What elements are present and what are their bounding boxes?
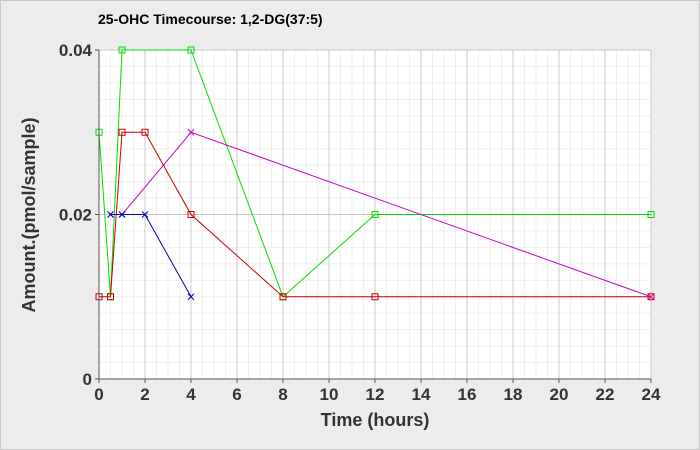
data-point — [141, 211, 149, 218]
x-tick-label: 16 — [458, 385, 477, 404]
x-tick-label: 10 — [320, 385, 339, 404]
data-point — [118, 128, 126, 136]
x-tick-label: 24 — [642, 385, 661, 404]
y-tick-label: 0 — [83, 370, 92, 389]
y-axis-ticks: 0 0.02 0.04 — [59, 41, 99, 389]
chart-title: 25-OHC Timecourse: 1,2-DG(37:5) — [98, 11, 323, 27]
x-tick-label: 0 — [94, 385, 103, 404]
data-point — [371, 293, 379, 301]
data-point — [647, 211, 655, 218]
x-axis-label: Time (hours) — [321, 410, 430, 430]
data-point — [107, 211, 114, 218]
y-tick-label: 0.04 — [59, 41, 93, 60]
x-tick-label: 22 — [596, 385, 615, 404]
x-tick-label: 18 — [504, 385, 523, 404]
data-point — [187, 128, 195, 136]
data-point — [187, 211, 195, 218]
x-tick-label: 8 — [278, 385, 287, 404]
data-point — [647, 293, 655, 301]
series-layer — [95, 46, 655, 301]
x-tick-label: 14 — [412, 385, 431, 404]
x-tick-label: 20 — [550, 385, 569, 404]
data-point — [187, 293, 195, 301]
data-point — [118, 211, 126, 218]
data-point — [647, 293, 655, 301]
series-2 — [95, 128, 655, 301]
data-point — [141, 128, 149, 136]
series-line — [99, 131, 651, 298]
x-tick-label: 2 — [140, 385, 149, 404]
data-point — [187, 46, 195, 54]
x-tick-label: 6 — [232, 385, 241, 404]
x-tick-label: 12 — [366, 385, 385, 404]
data-point — [371, 211, 379, 218]
series-line — [110, 214, 192, 298]
series-4 — [107, 211, 195, 301]
data-point — [107, 293, 114, 301]
data-point — [118, 46, 126, 54]
y-axis-label: Amount.(pmol/sample) — [19, 117, 39, 312]
x-axis-ticks: 0 2 4 6 8 10 12 14 16 18 20 22 24 — [94, 379, 661, 404]
y-tick-label: 0.02 — [59, 206, 92, 225]
data-point — [279, 293, 287, 301]
x-tick-label: 4 — [186, 385, 196, 404]
